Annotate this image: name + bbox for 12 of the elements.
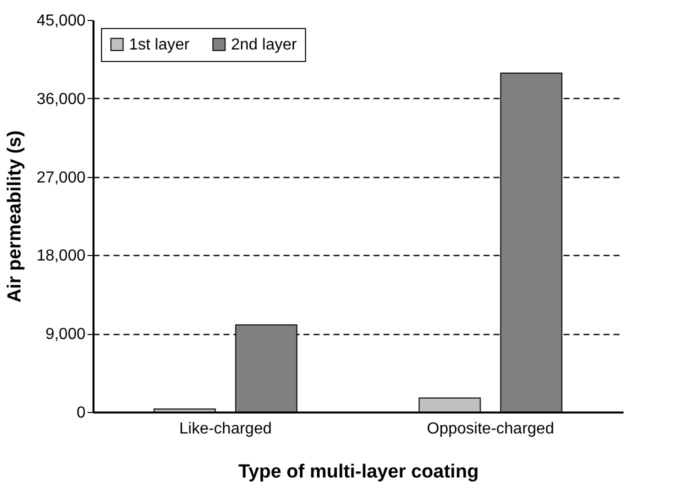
y-tick-label: 36,000 xyxy=(36,90,86,108)
x-axis-title: Type of multi-layer coating xyxy=(238,462,479,482)
y-tick-label: 9,000 xyxy=(45,326,86,344)
y-tick-label: 45,000 xyxy=(36,12,86,30)
y-tick-label: 27,000 xyxy=(36,169,86,186)
y-axis-title: Air permeability (s) xyxy=(4,130,26,303)
x-tick-label: Like-charged xyxy=(179,420,272,438)
x-tick-label: Opposite-charged xyxy=(426,420,554,438)
legend-label: 1st layer xyxy=(129,36,190,54)
legend-label: 2nd layer xyxy=(231,36,298,54)
y-tick-label: 0 xyxy=(76,404,86,422)
y-tick-label: 18,000 xyxy=(36,248,86,265)
